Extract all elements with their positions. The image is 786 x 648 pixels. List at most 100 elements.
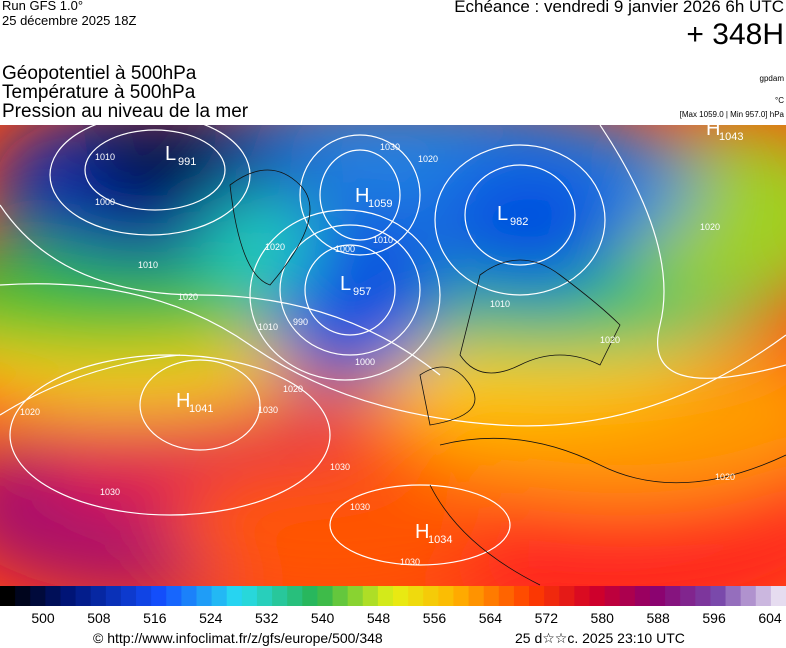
colorbar-cell — [408, 586, 424, 606]
colorbar-cell — [90, 586, 107, 606]
colorbar-cell — [725, 586, 742, 606]
isobar-label: 1000 — [95, 197, 115, 207]
isobar-label: 1030 — [258, 405, 278, 415]
colorbar: 500 508 516 524 532 540 548 556 564 572 580 588 596 6… — [0, 586, 786, 626]
isobar-label: 1020 — [700, 222, 720, 232]
center-value: 982 — [510, 216, 528, 228]
colorbar-label: 580 — [591, 610, 615, 626]
colorbar-label: 508 — [87, 610, 111, 626]
colorbar-cell — [166, 586, 182, 606]
colorbar-cell — [151, 586, 167, 606]
colorbar-cell — [695, 586, 711, 606]
center-letter: H — [176, 390, 190, 412]
isobar-label: 1000 — [355, 357, 375, 367]
colorbar-cell — [770, 586, 786, 606]
center-letter: H — [415, 521, 429, 543]
colorbar-cell — [211, 586, 228, 606]
colorbar-label: 540 — [311, 610, 335, 626]
isobar-label: 1030 — [350, 502, 370, 512]
isobar-label: 1000 — [335, 244, 355, 254]
coastlines — [229, 169, 786, 586]
colorbar-cell — [30, 586, 46, 606]
colorbar-label: 516 — [143, 610, 167, 626]
colorbar-cell — [226, 586, 243, 606]
colorbar-cell — [604, 586, 621, 606]
center-value: 991 — [178, 156, 196, 168]
colorbar-label: 588 — [646, 610, 670, 626]
field: Géopotentiel à 500hPa — [2, 63, 197, 84]
center-letter: H — [706, 125, 720, 140]
colorbar-label: 500 — [31, 610, 55, 626]
unit: [Max 1059.0 | Min 957.0] hPa — [679, 110, 784, 119]
colorbar-cell — [45, 586, 61, 606]
temperature-field — [0, 125, 786, 586]
colorbar-cell — [181, 586, 197, 606]
colorbar-cell — [498, 586, 515, 606]
colorbar-cell — [453, 586, 470, 606]
colorbar-cell — [513, 586, 530, 606]
colorbar-cell — [544, 586, 560, 606]
isobar-label: 1020 — [418, 154, 438, 164]
colorbar-label: 564 — [479, 610, 503, 626]
colorbar-cell — [529, 586, 545, 606]
colorbar-label: 548 — [367, 610, 391, 626]
center-letter: L — [165, 143, 176, 165]
colorbar-cell — [347, 586, 364, 606]
colorbar-cell — [483, 586, 500, 606]
colorbar-cell — [619, 586, 636, 606]
colorbar-cell — [15, 586, 31, 606]
colorbar-cell — [589, 586, 606, 606]
colorbar-cell — [136, 586, 152, 606]
colorbar-cell — [60, 586, 77, 606]
isobar-label: 1020 — [283, 384, 303, 394]
colorbar-cell — [105, 586, 122, 606]
colorbar-cell — [649, 586, 666, 606]
unit: °C — [775, 96, 784, 105]
center-value: 1043 — [719, 131, 743, 143]
colorbar-label: 532 — [255, 610, 279, 626]
colorbar-cell — [317, 586, 334, 606]
colorbar-label: 596 — [702, 610, 726, 626]
colorbar-cell — [377, 586, 394, 606]
isobar-label: 1020 — [178, 292, 198, 302]
isobar-label: 1010 — [138, 260, 158, 270]
run: Run GFS 1.0° — [2, 0, 84, 13]
center-letter: L — [497, 203, 508, 225]
center-value: 1041 — [189, 403, 213, 415]
center-value: 957 — [353, 286, 371, 298]
colorbar-cell — [196, 586, 213, 606]
colorbar-label: 524 — [199, 610, 223, 626]
isobar-label: 1010 — [95, 152, 115, 162]
isobar-label: 990 — [293, 317, 308, 327]
isobar-label: 1030 — [100, 487, 120, 497]
isobar-label: 1020 — [600, 335, 620, 345]
colorbar-cell — [302, 586, 318, 606]
colorbar-cell — [559, 586, 575, 606]
colorbar-cell — [75, 586, 92, 606]
generated: 25 d☆☆c. 2025 23:10 UTC — [515, 630, 685, 646]
colorbar-cell — [393, 586, 409, 606]
isobar-label: 1010 — [490, 299, 510, 309]
colorbar-cell — [755, 586, 772, 606]
isobar-label: 1020 — [265, 242, 285, 252]
center-letter: L — [340, 273, 351, 295]
run-date: 25 décembre 2025 18Z — [2, 13, 137, 28]
colorbar-cell — [710, 586, 727, 606]
colorbar-cell — [574, 586, 590, 606]
isobar-label: 1020 — [715, 472, 735, 482]
colorbar-cell — [0, 586, 16, 606]
lead-time: + 348H — [686, 18, 784, 51]
colorbar-cell — [438, 586, 454, 606]
colorbar-cell — [468, 586, 485, 606]
field: Pression au niveau de la mer — [2, 101, 249, 122]
colorbar-cell — [332, 586, 349, 606]
source: © http://www.infoclimat.fr/z/gfs/europe/… — [93, 630, 383, 646]
colorbar-cell — [362, 586, 379, 606]
colorbar-label: 556 — [423, 610, 447, 626]
center-letter: H — [355, 185, 369, 207]
isobar-label: 1020 — [20, 407, 40, 417]
colorbar-cell — [740, 586, 757, 606]
colorbar-cell — [287, 586, 303, 606]
field: Température à 500hPa — [2, 82, 196, 103]
